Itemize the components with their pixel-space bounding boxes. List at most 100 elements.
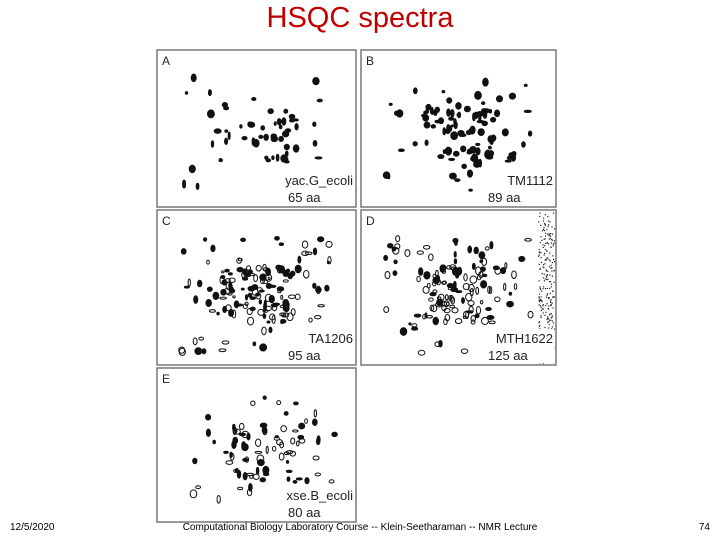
noise bbox=[538, 297, 540, 299]
peak bbox=[474, 90, 482, 100]
peak bbox=[213, 128, 222, 134]
peak bbox=[294, 264, 302, 274]
peak bbox=[388, 102, 393, 106]
peak bbox=[475, 286, 480, 295]
peak bbox=[251, 97, 257, 102]
noise bbox=[539, 286, 541, 288]
peak bbox=[249, 306, 256, 312]
peak bbox=[293, 401, 299, 406]
noise bbox=[542, 277, 545, 279]
peak bbox=[454, 318, 463, 325]
noise bbox=[539, 287, 541, 289]
noise bbox=[539, 324, 541, 326]
peak bbox=[259, 273, 267, 281]
peak bbox=[270, 133, 277, 138]
peak bbox=[252, 138, 260, 148]
peak bbox=[221, 270, 225, 274]
peak bbox=[178, 347, 186, 356]
peak bbox=[465, 310, 469, 320]
noise bbox=[546, 303, 548, 305]
protein-name: TM1112 bbox=[507, 173, 553, 188]
peak bbox=[258, 134, 264, 139]
peak bbox=[274, 435, 279, 439]
peak bbox=[297, 255, 302, 264]
peak bbox=[453, 238, 458, 246]
peak bbox=[488, 320, 496, 325]
peak bbox=[504, 159, 512, 163]
noise bbox=[541, 308, 543, 310]
peak bbox=[383, 306, 390, 314]
noise bbox=[539, 305, 542, 307]
peak bbox=[242, 471, 248, 481]
peak bbox=[477, 128, 485, 136]
peak bbox=[444, 146, 453, 156]
protein-name: yac.G_ecoli bbox=[285, 173, 353, 188]
peak bbox=[463, 105, 471, 113]
peak bbox=[450, 131, 459, 141]
peak bbox=[273, 121, 277, 126]
label-bg bbox=[484, 329, 554, 363]
peak bbox=[189, 489, 198, 499]
peak bbox=[503, 282, 507, 291]
peak bbox=[262, 395, 267, 400]
peak bbox=[423, 121, 431, 129]
noise bbox=[542, 362, 544, 364]
noise bbox=[550, 304, 552, 306]
peak bbox=[463, 273, 468, 282]
protein-length: 95 aa bbox=[288, 348, 321, 363]
peak bbox=[450, 108, 455, 118]
peak bbox=[429, 108, 434, 114]
noise bbox=[538, 251, 540, 253]
peak bbox=[437, 154, 445, 160]
peak bbox=[453, 251, 457, 258]
noise bbox=[544, 235, 547, 237]
peak bbox=[315, 286, 322, 293]
peak bbox=[194, 347, 203, 356]
peak bbox=[259, 477, 267, 483]
peak bbox=[462, 282, 470, 291]
peak bbox=[422, 314, 426, 320]
peak bbox=[460, 145, 467, 153]
peak bbox=[275, 153, 280, 162]
noise bbox=[546, 294, 548, 296]
peak bbox=[280, 294, 284, 300]
noise bbox=[540, 310, 543, 312]
peak bbox=[192, 337, 198, 346]
peak bbox=[283, 451, 290, 456]
noise bbox=[547, 216, 549, 218]
peak bbox=[483, 108, 491, 114]
noise bbox=[550, 238, 553, 241]
footer-date: 12/5/2020 bbox=[10, 522, 55, 533]
peak bbox=[201, 348, 207, 355]
peak bbox=[210, 140, 215, 148]
peak bbox=[494, 109, 501, 118]
peak bbox=[252, 341, 257, 347]
peak bbox=[408, 322, 412, 326]
noise bbox=[545, 276, 548, 278]
peak bbox=[304, 418, 309, 424]
peak bbox=[212, 291, 220, 300]
peak bbox=[446, 108, 451, 117]
peak bbox=[180, 248, 187, 255]
peak bbox=[443, 300, 450, 308]
noise bbox=[538, 280, 540, 282]
peak bbox=[312, 282, 317, 289]
noise bbox=[542, 228, 545, 231]
peak bbox=[279, 441, 285, 449]
noise bbox=[544, 249, 547, 251]
noise bbox=[543, 217, 545, 219]
noise bbox=[539, 299, 541, 302]
page-number: 74 bbox=[698, 522, 710, 533]
peak bbox=[233, 300, 240, 309]
peak bbox=[399, 327, 408, 336]
peak bbox=[205, 299, 212, 308]
noise bbox=[549, 260, 551, 262]
noise bbox=[552, 322, 555, 324]
peak bbox=[276, 400, 282, 406]
peak bbox=[219, 296, 227, 300]
peak bbox=[422, 244, 431, 250]
noise bbox=[544, 238, 546, 240]
peak bbox=[486, 314, 495, 320]
noise bbox=[542, 244, 544, 246]
